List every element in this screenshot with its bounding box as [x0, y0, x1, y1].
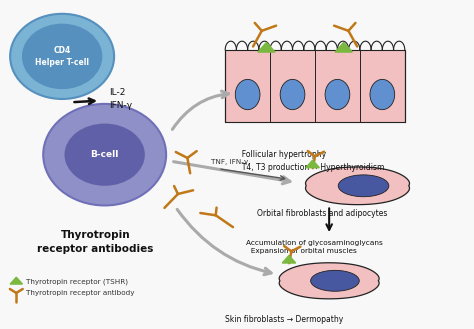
Text: IL-2
IFN-γ: IL-2 IFN-γ — [109, 88, 133, 110]
Ellipse shape — [370, 79, 395, 110]
Ellipse shape — [235, 79, 260, 110]
Text: TNF, IFN-γ: TNF, IFN-γ — [211, 159, 248, 164]
Polygon shape — [225, 50, 405, 122]
Ellipse shape — [280, 79, 305, 110]
Polygon shape — [306, 160, 319, 168]
Polygon shape — [306, 167, 410, 205]
Text: Skin fibroblasts → Dermopathy: Skin fibroblasts → Dermopathy — [225, 315, 343, 324]
Ellipse shape — [43, 104, 166, 205]
Ellipse shape — [338, 175, 389, 197]
Ellipse shape — [10, 14, 114, 99]
Ellipse shape — [64, 124, 145, 186]
Text: Orbital fibroblasts and adipocytes: Orbital fibroblasts and adipocytes — [257, 209, 387, 218]
Text: B-cell: B-cell — [91, 150, 119, 159]
Ellipse shape — [22, 24, 102, 89]
Polygon shape — [10, 277, 22, 284]
Polygon shape — [258, 42, 275, 52]
Text: Accumulation of glycosaminoglycans
  Expansion of orbital muscles: Accumulation of glycosaminoglycans Expan… — [246, 240, 383, 254]
Polygon shape — [335, 42, 352, 52]
Polygon shape — [282, 255, 296, 263]
Ellipse shape — [325, 79, 350, 110]
Text: CD4
Helper T-cell: CD4 Helper T-cell — [35, 46, 89, 67]
Text: Thyrotropin receptor antibody: Thyrotropin receptor antibody — [26, 290, 134, 296]
Text: Follicular hypertrophy
  T4, T3 production → Hyperthyroidism: Follicular hypertrophy T4, T3 production… — [237, 150, 384, 172]
Polygon shape — [279, 263, 379, 299]
Text: Thyrotropin
receptor antibodies: Thyrotropin receptor antibodies — [37, 230, 154, 254]
Ellipse shape — [310, 270, 359, 291]
Text: Thyrotropin receptor (TSHR): Thyrotropin receptor (TSHR) — [26, 279, 128, 285]
